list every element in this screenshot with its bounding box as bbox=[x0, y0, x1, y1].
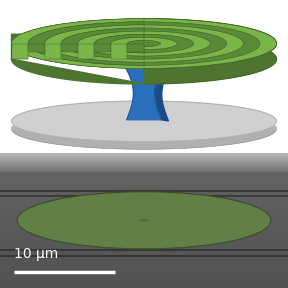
Ellipse shape bbox=[33, 196, 255, 245]
Ellipse shape bbox=[17, 192, 271, 249]
Ellipse shape bbox=[41, 197, 247, 243]
Polygon shape bbox=[111, 37, 144, 50]
Polygon shape bbox=[28, 22, 144, 65]
Polygon shape bbox=[127, 43, 144, 52]
Ellipse shape bbox=[136, 219, 152, 222]
Ellipse shape bbox=[112, 213, 176, 228]
Polygon shape bbox=[12, 43, 28, 59]
Ellipse shape bbox=[81, 206, 207, 234]
Polygon shape bbox=[94, 43, 111, 53]
Ellipse shape bbox=[94, 34, 194, 53]
Polygon shape bbox=[78, 43, 94, 59]
Polygon shape bbox=[78, 43, 94, 59]
Polygon shape bbox=[94, 43, 111, 52]
Ellipse shape bbox=[12, 101, 276, 141]
Polygon shape bbox=[111, 43, 127, 59]
Ellipse shape bbox=[78, 31, 210, 56]
Ellipse shape bbox=[57, 201, 231, 240]
Polygon shape bbox=[134, 58, 161, 59]
Polygon shape bbox=[111, 43, 127, 59]
Ellipse shape bbox=[111, 37, 177, 50]
Polygon shape bbox=[78, 31, 144, 56]
Polygon shape bbox=[12, 43, 28, 59]
Polygon shape bbox=[94, 34, 144, 53]
Polygon shape bbox=[61, 43, 78, 52]
Polygon shape bbox=[45, 43, 61, 59]
Ellipse shape bbox=[140, 43, 148, 44]
Polygon shape bbox=[12, 101, 276, 129]
Polygon shape bbox=[45, 25, 144, 62]
Polygon shape bbox=[28, 43, 45, 53]
Polygon shape bbox=[12, 34, 144, 84]
Ellipse shape bbox=[89, 208, 199, 233]
Ellipse shape bbox=[12, 109, 276, 149]
Text: 10 μm: 10 μm bbox=[14, 247, 59, 261]
Ellipse shape bbox=[104, 211, 184, 229]
Ellipse shape bbox=[127, 40, 161, 47]
Polygon shape bbox=[155, 58, 176, 121]
Polygon shape bbox=[120, 58, 168, 120]
Ellipse shape bbox=[96, 210, 192, 231]
Polygon shape bbox=[28, 43, 45, 52]
Ellipse shape bbox=[45, 25, 243, 62]
Polygon shape bbox=[61, 43, 78, 53]
Ellipse shape bbox=[12, 19, 276, 69]
Ellipse shape bbox=[61, 28, 227, 59]
Ellipse shape bbox=[73, 204, 215, 236]
Polygon shape bbox=[61, 28, 144, 59]
Polygon shape bbox=[45, 43, 61, 59]
Polygon shape bbox=[127, 43, 144, 53]
Ellipse shape bbox=[12, 19, 276, 69]
Polygon shape bbox=[128, 40, 144, 47]
Ellipse shape bbox=[65, 202, 223, 238]
Ellipse shape bbox=[49, 199, 239, 242]
Polygon shape bbox=[144, 19, 276, 84]
Ellipse shape bbox=[25, 194, 263, 247]
Ellipse shape bbox=[128, 217, 160, 224]
Polygon shape bbox=[12, 19, 144, 69]
Ellipse shape bbox=[120, 215, 168, 226]
Ellipse shape bbox=[28, 22, 260, 65]
Ellipse shape bbox=[140, 219, 148, 221]
Ellipse shape bbox=[17, 192, 271, 249]
